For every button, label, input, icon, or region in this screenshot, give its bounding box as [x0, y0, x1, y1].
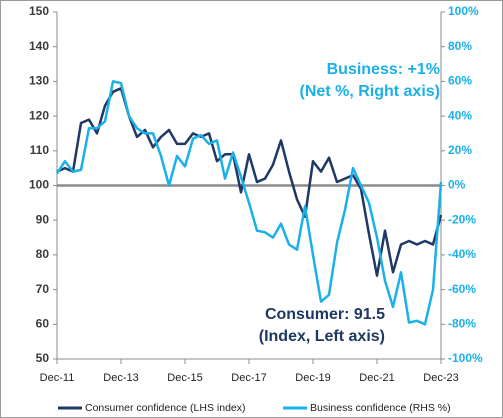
y2-tick-label: -60%	[448, 282, 476, 296]
y2-tick-label: 60%	[448, 74, 472, 88]
annotation: (Net %, Right axis)	[300, 83, 440, 100]
y-tick-label: 90	[36, 212, 50, 226]
y-tick-label: 120	[29, 108, 49, 122]
x-tick-label: Dec-19	[295, 372, 330, 384]
y2-tick-label: -100%	[448, 351, 483, 365]
legend-label: Consumer confidence (LHS index)	[85, 402, 246, 414]
y2-tick-label: 100%	[448, 4, 479, 18]
series-line	[55, 80, 443, 326]
y-tick-label: 140	[29, 39, 49, 53]
legend-label: Business confidence (RHS %)	[310, 402, 451, 414]
y-tick-label: 70	[36, 282, 50, 296]
y2-tick-label: -40%	[448, 247, 476, 261]
y2-tick-label: 40%	[448, 108, 472, 122]
y-tick-label: 80	[36, 247, 50, 261]
x-tick-label: Dec-13	[103, 372, 138, 384]
annotation: Consumer: 91.5	[265, 306, 385, 323]
y-tick-label: 130	[29, 74, 49, 88]
annotation: Business: +1%	[327, 61, 440, 78]
x-tick-label: Dec-11	[40, 372, 75, 384]
y2-tick-label: 20%	[448, 143, 472, 157]
y-tick-label: 60	[36, 316, 50, 330]
y-tick-label: 110	[30, 143, 50, 157]
annotation: (Index, Left axis)	[259, 328, 385, 345]
y2-tick-label: 0%	[448, 178, 466, 192]
y2-tick-label: -20%	[448, 212, 476, 226]
x-tick-label: Dec-15	[167, 372, 202, 384]
y-tick-label: 100	[29, 178, 49, 192]
y-tick-label: 150	[29, 4, 49, 18]
y2-tick-label: -80%	[448, 316, 476, 330]
x-tick-label: Dec-17	[231, 372, 266, 384]
x-tick-label: Dec-21	[359, 372, 394, 384]
x-tick-label: Dec-23	[423, 372, 458, 384]
y-tick-label: 50	[36, 351, 50, 365]
y2-tick-label: 80%	[448, 39, 472, 53]
